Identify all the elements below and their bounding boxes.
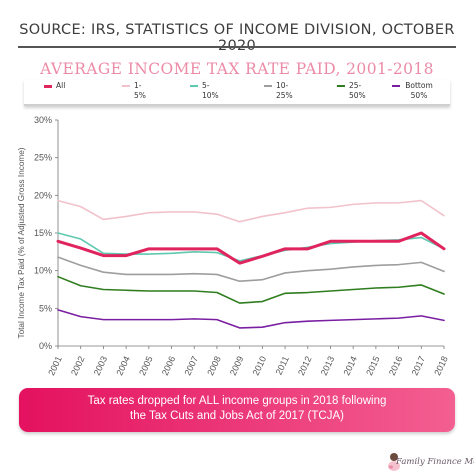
banner-line-2: the Tax Cuts and Jobs Act of 2017 (TCJA) (130, 410, 344, 422)
x-tick-label: 2005 (137, 355, 155, 377)
legend-swatch-10-25 (264, 85, 272, 87)
x-tick-label: 2002 (69, 355, 87, 377)
x-tick-label: 2011 (274, 355, 291, 377)
chart-legend: All 1-5% 5-10% 10-25% 25-50% Bottom 50% (24, 80, 450, 106)
x-tick-label: 2017 (410, 355, 428, 377)
x-tick-label: 2018 (432, 355, 450, 377)
chart-title: AVERAGE INCOME TAX RATE PAID, 2001-2018 (40, 60, 434, 78)
x-tick-label: 2003 (92, 355, 110, 377)
x-tick-label: 2004 (114, 355, 132, 377)
y-tick-label: 30% (34, 115, 52, 125)
x-tick-label: 2014 (341, 355, 359, 377)
y-tick-label: 25% (34, 153, 52, 163)
series-line-10-25 (57, 256, 445, 283)
series-line-bottom-50 (57, 309, 445, 329)
y-axis-label: Total Income Tax Paid (% of Adjusted Gro… (17, 147, 26, 338)
y-tick-label: 10% (34, 266, 52, 276)
y-tick-label: 5% (39, 303, 52, 313)
series-line-all (56, 231, 446, 265)
legend-swatch-bottom-50 (392, 85, 400, 87)
series-line-25-50 (57, 275, 445, 304)
legend-label-10-25: 10-25% (276, 81, 293, 100)
x-tick-label: 2009 (228, 355, 246, 377)
banner-line-1: Tax rates dropped for ALL income groups … (87, 395, 387, 407)
x-tick-label: 2016 (387, 355, 405, 377)
brand-name: Family Finance Mom (396, 457, 474, 467)
series-line-1-5 (57, 199, 445, 223)
piggy-bank-icon (388, 453, 400, 471)
legend-label-all: All (56, 81, 66, 90)
x-tick-label: 2001 (46, 355, 64, 377)
legend-swatch-5-10 (190, 85, 198, 87)
legend-swatch-25-50 (337, 85, 345, 87)
x-tick-label: 2006 (160, 355, 178, 377)
x-tick-label: 2010 (251, 355, 269, 377)
legend-label-25-50: 25-50% (349, 81, 366, 100)
y-tick-label: 15% (34, 228, 52, 238)
x-tick-label: 2012 (296, 355, 314, 377)
x-tick-label: 2013 (319, 355, 337, 377)
x-tick-label: 2008 (205, 355, 223, 377)
legend-swatch-all (44, 85, 52, 88)
legend-label-1-5: 1-5% (134, 81, 146, 100)
x-tick-label: 2015 (364, 355, 382, 377)
legend-label-5-10: 5-10% (202, 81, 219, 100)
x-tick-label: 2007 (183, 355, 201, 377)
y-tick-label: 20% (34, 190, 52, 200)
y-tick-label: 0% (39, 341, 52, 351)
divider (18, 46, 456, 48)
legend-label-bottom-50: Bottom 50% (405, 81, 433, 100)
takeaway-banner: Tax rates dropped for ALL income groups … (19, 388, 455, 432)
legend-swatch-1-5 (122, 85, 130, 87)
